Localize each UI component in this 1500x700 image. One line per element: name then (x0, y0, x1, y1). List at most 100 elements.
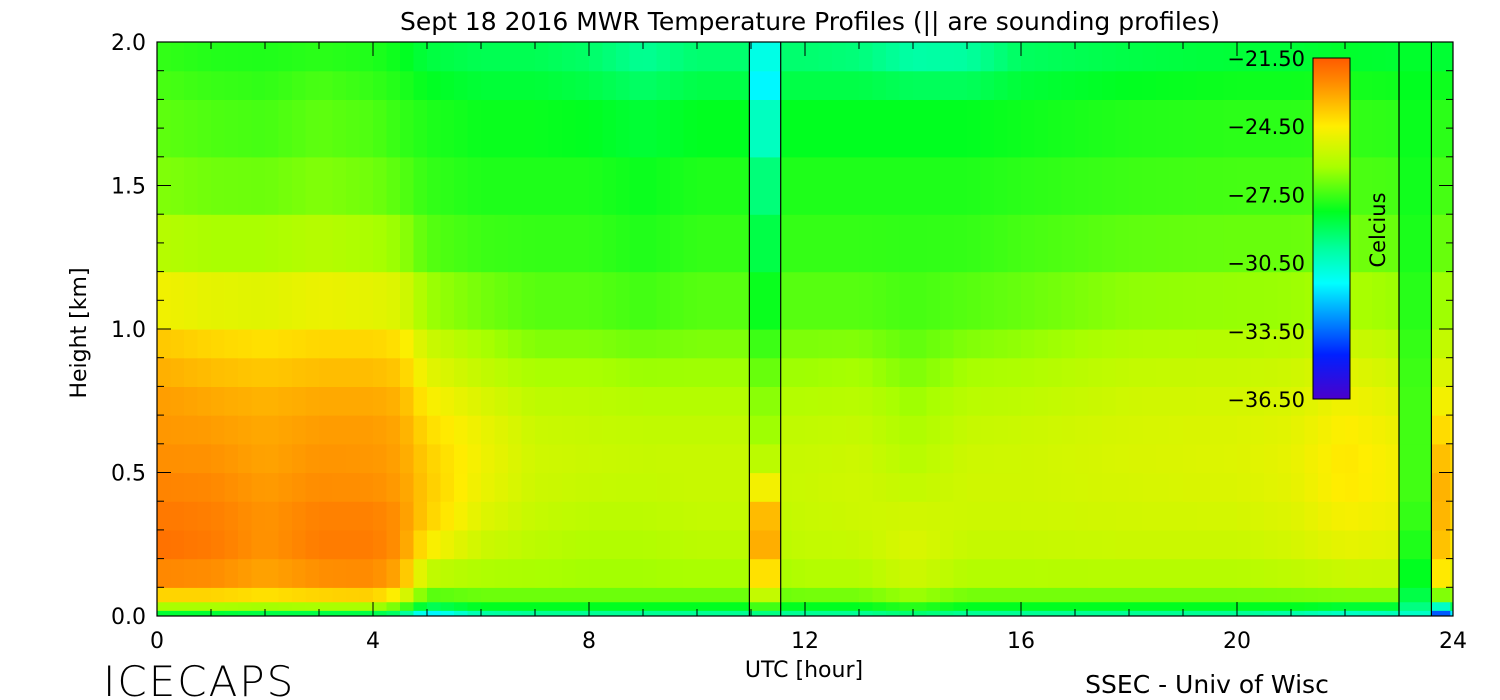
heatmap-cell (521, 587, 536, 603)
heatmap-cell (1048, 214, 1063, 273)
heatmap-cell (791, 42, 806, 72)
heatmap-cell (1021, 558, 1036, 588)
heatmap-cell (427, 386, 442, 416)
heatmap-cell (818, 386, 833, 416)
heatmap-cell (359, 329, 374, 359)
heatmap-cell (1034, 601, 1049, 611)
heatmap-cell (1210, 156, 1225, 215)
heatmap-cell (967, 472, 982, 502)
heatmap-cell (899, 443, 914, 474)
heatmap-cell (332, 601, 347, 611)
heatmap-cell (643, 357, 658, 387)
heatmap-cell (1075, 329, 1090, 359)
heatmap-cell (440, 415, 455, 445)
heatmap-cell (1102, 70, 1117, 100)
heatmap-cell (535, 415, 550, 445)
heatmap-cell (724, 601, 739, 611)
heatmap-cell (494, 415, 509, 445)
heatmap-cell (953, 357, 968, 387)
heatmap-cell (683, 271, 698, 330)
heatmap-cell (1291, 601, 1306, 611)
heatmap-cell (1331, 558, 1346, 588)
heatmap-cell (413, 214, 428, 273)
heatmap-cell (575, 357, 590, 387)
heatmap-cell (859, 42, 874, 72)
x-tick-label: 4 (366, 629, 380, 654)
heatmap-cell (913, 357, 928, 387)
heatmap-cell (184, 601, 199, 611)
heatmap-cell (980, 99, 995, 158)
heatmap-cell (197, 271, 212, 330)
heatmap-cell (940, 271, 955, 330)
heatmap-cell (1372, 214, 1387, 273)
heatmap-cell (980, 415, 995, 445)
heatmap-cell (332, 70, 347, 100)
heatmap-cell (953, 271, 968, 330)
heatmap-cell (373, 501, 388, 531)
heatmap-cell (724, 529, 739, 560)
heatmap-cell (656, 601, 671, 611)
heatmap-cell (1237, 443, 1252, 474)
heatmap-cell (1196, 386, 1211, 416)
heatmap-cell (899, 99, 914, 158)
sounding-strip-cell (1431, 610, 1451, 616)
heatmap-cell (1196, 42, 1211, 72)
heatmap-cell (697, 214, 712, 273)
heatmap-cell (238, 587, 253, 603)
heatmap-cell (778, 587, 793, 603)
heatmap-cell (1291, 501, 1306, 531)
heatmap-cell (1183, 610, 1198, 616)
heatmap-cell (211, 443, 226, 474)
heatmap-cell (926, 357, 941, 387)
heatmap-cell (899, 70, 914, 100)
heatmap-cell (1196, 601, 1211, 611)
heatmap-cell (508, 443, 523, 474)
heatmap-cell (791, 472, 806, 502)
heatmap-cell (818, 99, 833, 158)
heatmap-cell (805, 601, 820, 611)
heatmap-cell (305, 99, 320, 158)
heatmap-cell (845, 472, 860, 502)
heatmap-cell (184, 558, 199, 588)
heatmap-cell (805, 610, 820, 616)
heatmap-cell (184, 472, 199, 502)
heatmap-cell (1183, 529, 1198, 560)
heatmap-cell (1007, 501, 1022, 531)
heatmap-cell (184, 443, 199, 474)
heatmap-cell (1250, 529, 1265, 560)
heatmap-cell (548, 70, 563, 100)
heatmap-cell (184, 329, 199, 359)
heatmap-cell (467, 329, 482, 359)
heatmap-cell (292, 357, 307, 387)
heatmap-cell (805, 70, 820, 100)
heatmap-cell (643, 415, 658, 445)
heatmap-cell (1142, 610, 1157, 616)
heatmap-cell (845, 501, 860, 531)
heatmap-cell (508, 610, 523, 616)
heatmap-cell (521, 70, 536, 100)
x-tick-label: 16 (1007, 629, 1035, 654)
heatmap-cell (1142, 529, 1157, 560)
heatmap-cell (481, 42, 496, 72)
heatmap-cell (886, 415, 901, 445)
heatmap-cell (1277, 99, 1292, 158)
heatmap-cell (224, 529, 239, 560)
heatmap-cell (1318, 601, 1333, 611)
heatmap-cell (1385, 386, 1400, 416)
heatmap-cell (1223, 415, 1238, 445)
heatmap-cell (467, 386, 482, 416)
heatmap-cell (1331, 587, 1346, 603)
heatmap-cell (1250, 601, 1265, 611)
heatmap-cell (211, 99, 226, 158)
heatmap-cell (643, 70, 658, 100)
heatmap-cell (346, 610, 361, 616)
sounding-strip-cell (1431, 601, 1451, 611)
heatmap-cell (1277, 501, 1292, 531)
heatmap-cell (953, 610, 968, 616)
heatmap-cell (1264, 386, 1279, 416)
heatmap-cell (1048, 70, 1063, 100)
heatmap-cell (724, 156, 739, 215)
heatmap-cell (724, 415, 739, 445)
heatmap-cell (1291, 329, 1306, 359)
heatmap-cell (1129, 601, 1144, 611)
